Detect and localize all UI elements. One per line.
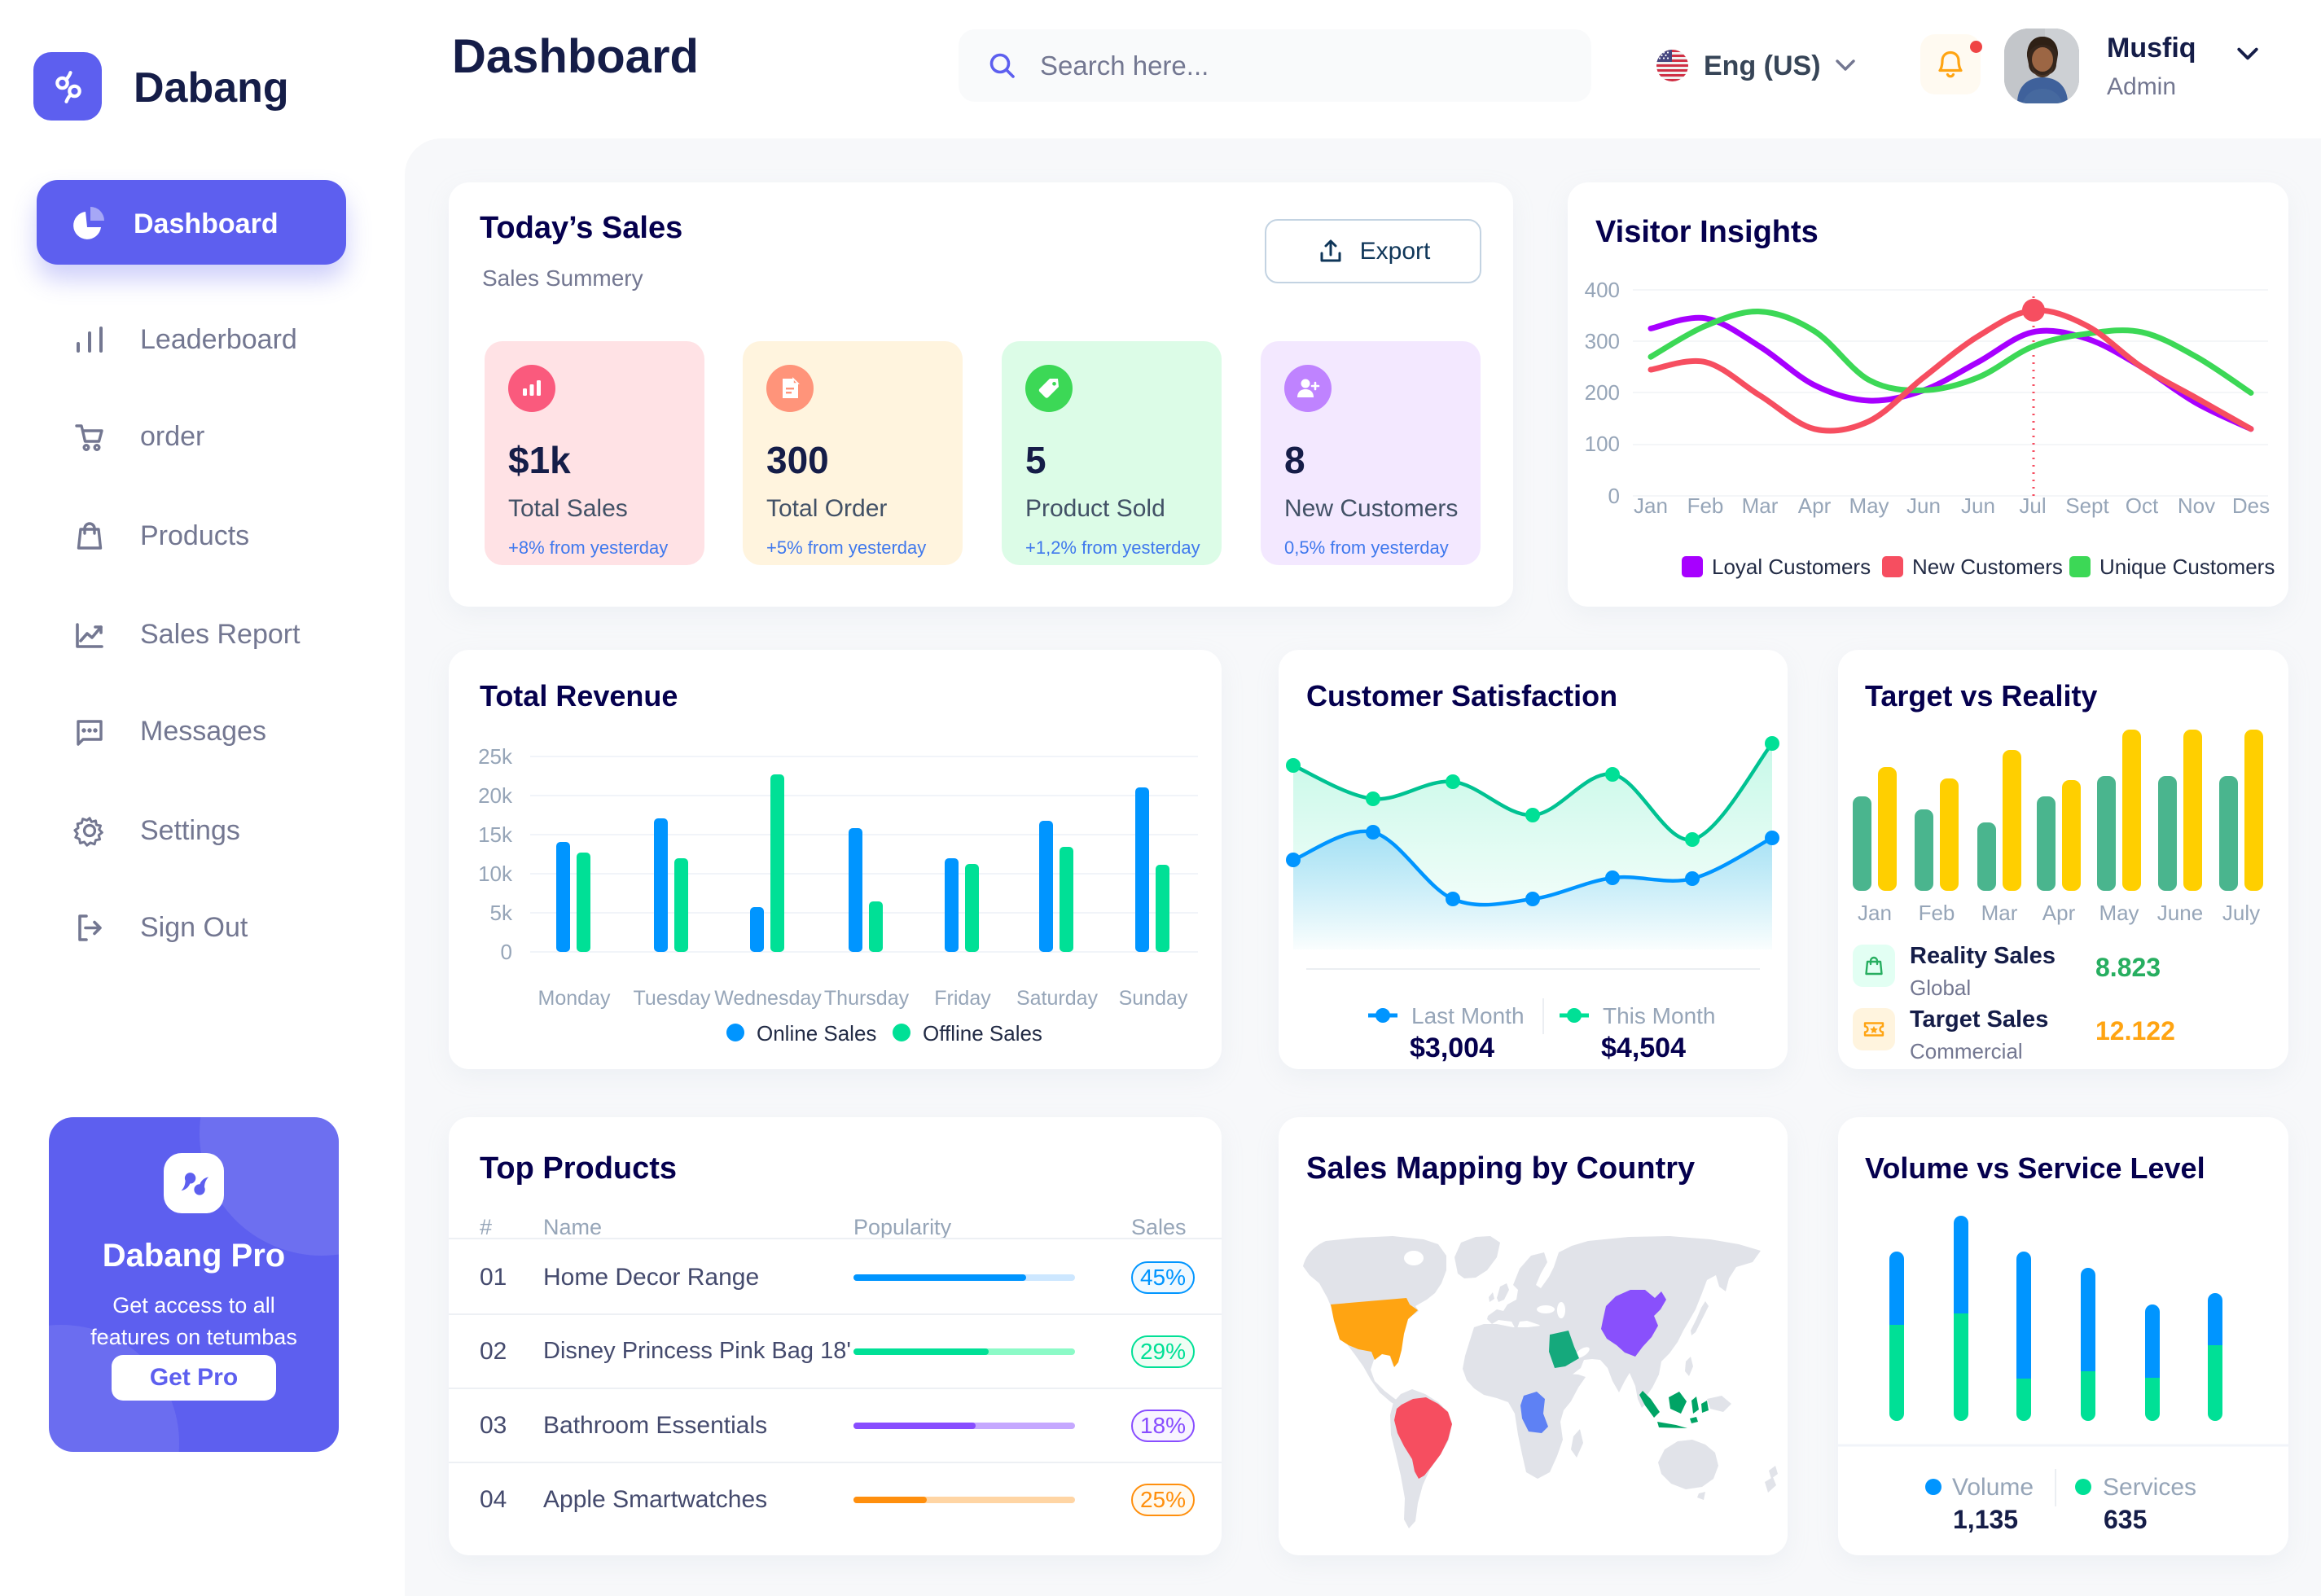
svg-text:10k: 10k — [478, 862, 513, 886]
svg-text:Friday: Friday — [934, 987, 991, 1010]
svg-text:Thursday: Thursday — [824, 987, 910, 1010]
svg-text:25k: 25k — [478, 744, 513, 769]
svg-text:Online Sales: Online Sales — [757, 1021, 876, 1046]
svg-text:Saturday: Saturday — [1016, 987, 1099, 1010]
svg-text:Last Month: Last Month — [1411, 1003, 1525, 1028]
svg-text:Sunday: Sunday — [1119, 987, 1188, 1010]
svg-text:Des: Des — [2232, 493, 2270, 518]
svg-text:$4,504: $4,504 — [1601, 1033, 1686, 1063]
svg-text:Feb: Feb — [1919, 901, 1955, 925]
svg-text:200: 200 — [1585, 380, 1620, 405]
svg-text:Tuesday: Tuesday — [634, 987, 711, 1010]
svg-text:Jul: Jul — [2019, 493, 2046, 518]
svg-text:20k: 20k — [478, 783, 513, 808]
svg-text:5k: 5k — [490, 901, 513, 925]
svg-text:Services: Services — [2103, 1474, 2196, 1501]
svg-text:Offline Sales: Offline Sales — [923, 1021, 1042, 1046]
svg-text:1,135: 1,135 — [1953, 1505, 2018, 1534]
svg-text:Oct: Oct — [2126, 493, 2159, 518]
svg-text:635: 635 — [2104, 1505, 2147, 1534]
svg-text:June: June — [2157, 901, 2203, 925]
svg-text:Jan: Jan — [1634, 493, 1668, 518]
svg-text:Loyal Customers: Loyal Customers — [1712, 555, 1871, 579]
svg-text:Wednesday: Wednesday — [714, 987, 822, 1010]
svg-text:Apr: Apr — [2042, 901, 2076, 925]
svg-text:Volume: Volume — [1952, 1474, 2034, 1501]
svg-text:Jun: Jun — [1906, 493, 1941, 518]
svg-text:Jan: Jan — [1858, 901, 1892, 925]
svg-text:400: 400 — [1585, 278, 1620, 302]
svg-text:Mar: Mar — [1981, 901, 2018, 925]
svg-text:Monday: Monday — [538, 987, 611, 1010]
svg-text:0: 0 — [1608, 484, 1620, 508]
svg-text:Unique Customers: Unique Customers — [2099, 555, 2275, 579]
svg-text:Jun: Jun — [1961, 493, 1995, 518]
svg-text:15k: 15k — [478, 822, 513, 847]
svg-text:New Customers: New Customers — [1912, 555, 2063, 579]
svg-text:100: 100 — [1585, 432, 1620, 456]
svg-text:300: 300 — [1585, 329, 1620, 353]
svg-text:$3,004: $3,004 — [1410, 1033, 1494, 1063]
svg-text:May: May — [1849, 493, 1889, 518]
svg-text:July: July — [2222, 901, 2260, 925]
svg-text:This Month: This Month — [1603, 1003, 1716, 1028]
svg-text:Nov: Nov — [2178, 493, 2215, 518]
svg-text:May: May — [2099, 901, 2139, 925]
svg-text:0: 0 — [501, 940, 512, 964]
svg-text:Apr: Apr — [1798, 493, 1832, 518]
svg-text:Sept: Sept — [2065, 493, 2109, 518]
svg-text:Feb: Feb — [1687, 493, 1724, 518]
svg-text:Mar: Mar — [1742, 493, 1779, 518]
